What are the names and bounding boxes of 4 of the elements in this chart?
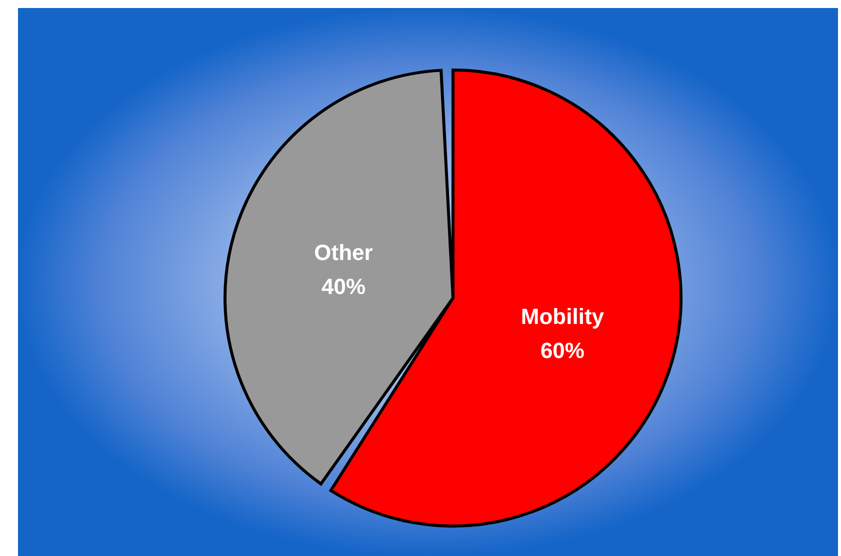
slice-label: Other xyxy=(314,240,374,266)
data-label: 40% xyxy=(322,274,366,300)
data-label: 60% xyxy=(540,338,584,363)
slice-label: Mobility xyxy=(520,304,605,329)
